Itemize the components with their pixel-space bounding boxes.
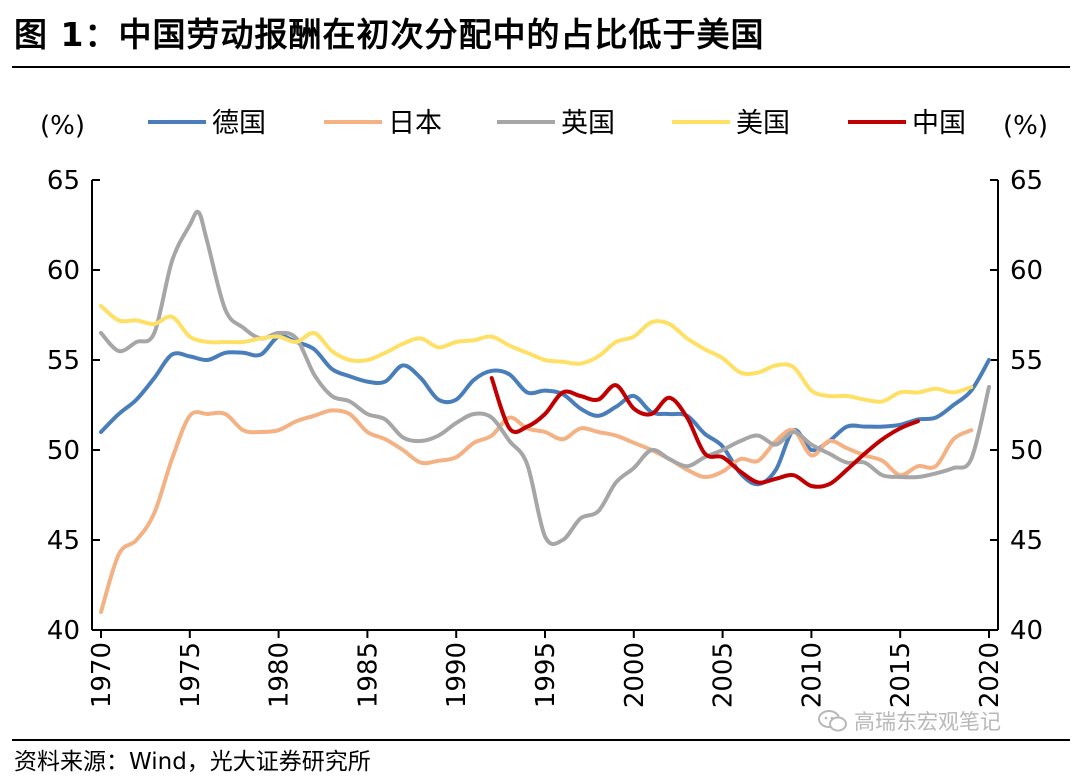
x-tick-label: 1985 — [353, 642, 383, 708]
series-china-line — [489, 376, 920, 489]
chart-axes: 40 40 45 45 50 50 55 55 60 60 65 65 1970 1975 1980 1985… — [47, 166, 1043, 708]
y-tick-label-right: 50 — [1010, 436, 1043, 466]
y-tick-label-right: 40 — [1010, 616, 1043, 646]
y-tick-label-right: 65 — [1010, 166, 1043, 196]
y-axis-label-right: (%) — [1003, 111, 1048, 141]
watermark: 高瑞东宏观笔记 — [818, 706, 1001, 736]
chart-series — [99, 209, 991, 614]
series-germany-legend-label: 德国 — [212, 108, 266, 139]
y-tick-label-left: 40 — [47, 616, 80, 646]
x-tick-label: 1970 — [87, 642, 117, 708]
series-germany-line — [99, 334, 991, 487]
series-usa-line — [99, 304, 974, 404]
x-tick-label: 2015 — [886, 642, 916, 708]
series-uk-line — [99, 209, 991, 547]
x-tick-label: 2005 — [709, 642, 739, 708]
y-tick-label-left: 50 — [47, 436, 80, 466]
series-japan-legend-label: 日本 — [388, 108, 442, 139]
y-tick-label-left: 55 — [47, 346, 80, 376]
source-divider — [12, 739, 1070, 741]
y-tick-label-right: 55 — [1010, 346, 1043, 376]
x-tick-label: 2010 — [797, 642, 827, 708]
y-tick-label-left: 65 — [47, 166, 80, 196]
series-china-legend-label: 中国 — [912, 108, 966, 139]
x-tick-label: 1990 — [442, 642, 472, 708]
x-tick-label: 1980 — [265, 642, 295, 708]
series-japan-line — [99, 408, 974, 614]
series-usa-legend-label: 美国 — [736, 108, 790, 139]
source-note: 资料来源：Wind，光大证券研究所 — [14, 749, 371, 775]
watermark-text: 高瑞东宏观笔记 — [854, 710, 1001, 734]
title-divider — [12, 66, 1070, 68]
chart-legend: 德国 日本 英国 美国 中国 — [148, 108, 966, 139]
y-tick-label-right: 60 — [1010, 256, 1043, 286]
chart-title: 图 1：中国劳动报酬在初次分配中的占比低于美国 — [14, 15, 765, 54]
y-tick-label-left: 60 — [47, 256, 80, 286]
y-axis-label-left: (%) — [40, 111, 85, 141]
y-tick-label-left: 45 — [47, 526, 80, 556]
x-tick-label: 2020 — [975, 642, 1005, 708]
y-tick-label-right: 45 — [1010, 526, 1043, 556]
series-uk-legend-label: 英国 — [561, 108, 615, 139]
x-tick-label: 1975 — [176, 642, 206, 708]
wechat-icon — [818, 710, 847, 732]
x-tick-label: 1995 — [531, 642, 561, 708]
x-tick-label: 2000 — [620, 642, 650, 708]
